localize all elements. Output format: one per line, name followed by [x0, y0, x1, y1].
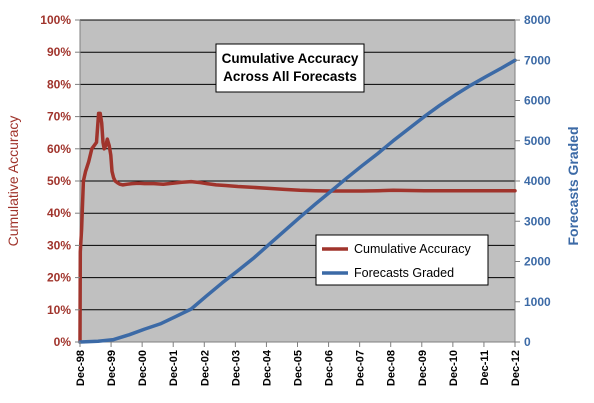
legend-label-cumulative-accuracy: Cumulative Accuracy [354, 242, 471, 256]
series-line-cumulative-accuracy [78, 111, 517, 344]
x-tick-label: Dec-99 [106, 350, 118, 386]
x-tick-label: Dec-06 [324, 350, 336, 386]
right-tick-label: 1000 [524, 295, 551, 309]
x-tick-label: Dec-08 [386, 350, 398, 386]
right-tick-label: 3000 [524, 214, 551, 228]
left-axis-ticks: 0% 10% 20% 30% 40% 50% 60% 70% 80% 90% 100% [40, 13, 80, 349]
x-tick-label: Dec-02 [199, 350, 211, 386]
right-axis-ticks: 0 1000 2000 3000 4000 5000 6000 7000 8000 [515, 13, 551, 349]
left-tick-label: 80% [47, 77, 71, 91]
series-lines [78, 58, 517, 344]
x-tick-label: Dec-04 [261, 349, 273, 386]
right-tick-label: 2000 [524, 255, 551, 269]
x-tick-label: Dec-12 [510, 350, 522, 386]
x-tick-label: Dec-11 [479, 350, 491, 385]
left-tick-label: 10% [47, 303, 71, 317]
left-tick-label: 60% [47, 142, 71, 156]
left-tick-label: 40% [47, 206, 71, 220]
right-tick-label: 6000 [524, 94, 551, 108]
chart-title-box: Cumulative Accuracy Across All Forecasts [215, 43, 365, 93]
x-tick-label: Dec-07 [355, 350, 367, 386]
left-tick-label: 30% [47, 238, 71, 252]
x-tick-label: Dec-00 [137, 350, 149, 386]
left-tick-label: 100% [40, 13, 71, 27]
left-tick-label: 90% [47, 45, 71, 59]
legend-label-forecasts-graded: Forecasts Graded [354, 266, 454, 280]
right-tick-label: 0 [524, 335, 531, 349]
x-tick-label: Dec-98 [75, 350, 87, 386]
title-box-frame [215, 43, 365, 93]
left-tick-label: 20% [47, 271, 71, 285]
right-tick-label: 4000 [524, 174, 551, 188]
left-axis-title: Cumulative Accuracy [5, 116, 21, 247]
x-tick-label: Dec-01 [168, 350, 180, 386]
x-tick-label: Dec-10 [448, 350, 460, 386]
x-tick-label: Dec-09 [417, 350, 429, 386]
x-tick-label: Dec-05 [293, 350, 305, 386]
left-tick-label: 0% [54, 335, 72, 349]
legend-frame [315, 234, 489, 286]
chart-title-line-2: Across All Forecasts [223, 69, 357, 84]
x-axis-ticks: Dec-98 Dec-99 Dec-00 Dec-01 Dec-02 Dec-03 Dec-… [75, 342, 522, 386]
chart-title-line-1: Cumulative Accuracy [222, 51, 359, 66]
right-tick-label: 7000 [524, 53, 551, 67]
right-axis-title: Forecasts Graded [565, 126, 581, 245]
x-tick-label: Dec-03 [230, 350, 242, 386]
legend: Cumulative Accuracy Forecasts Graded [315, 234, 489, 286]
right-tick-label: 5000 [524, 134, 551, 148]
left-tick-label: 70% [47, 110, 71, 124]
gridlines [80, 19, 515, 311]
series-line-forecasts-graded [78, 58, 517, 344]
right-tick-label: 8000 [524, 13, 551, 27]
left-tick-label: 50% [47, 174, 71, 188]
